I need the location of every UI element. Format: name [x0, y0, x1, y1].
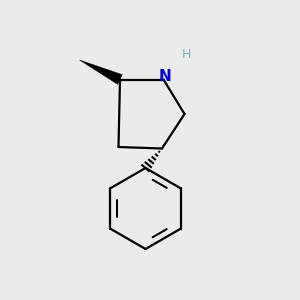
Text: N: N [159, 69, 171, 84]
Polygon shape [80, 60, 122, 84]
Text: H: H [181, 47, 191, 61]
